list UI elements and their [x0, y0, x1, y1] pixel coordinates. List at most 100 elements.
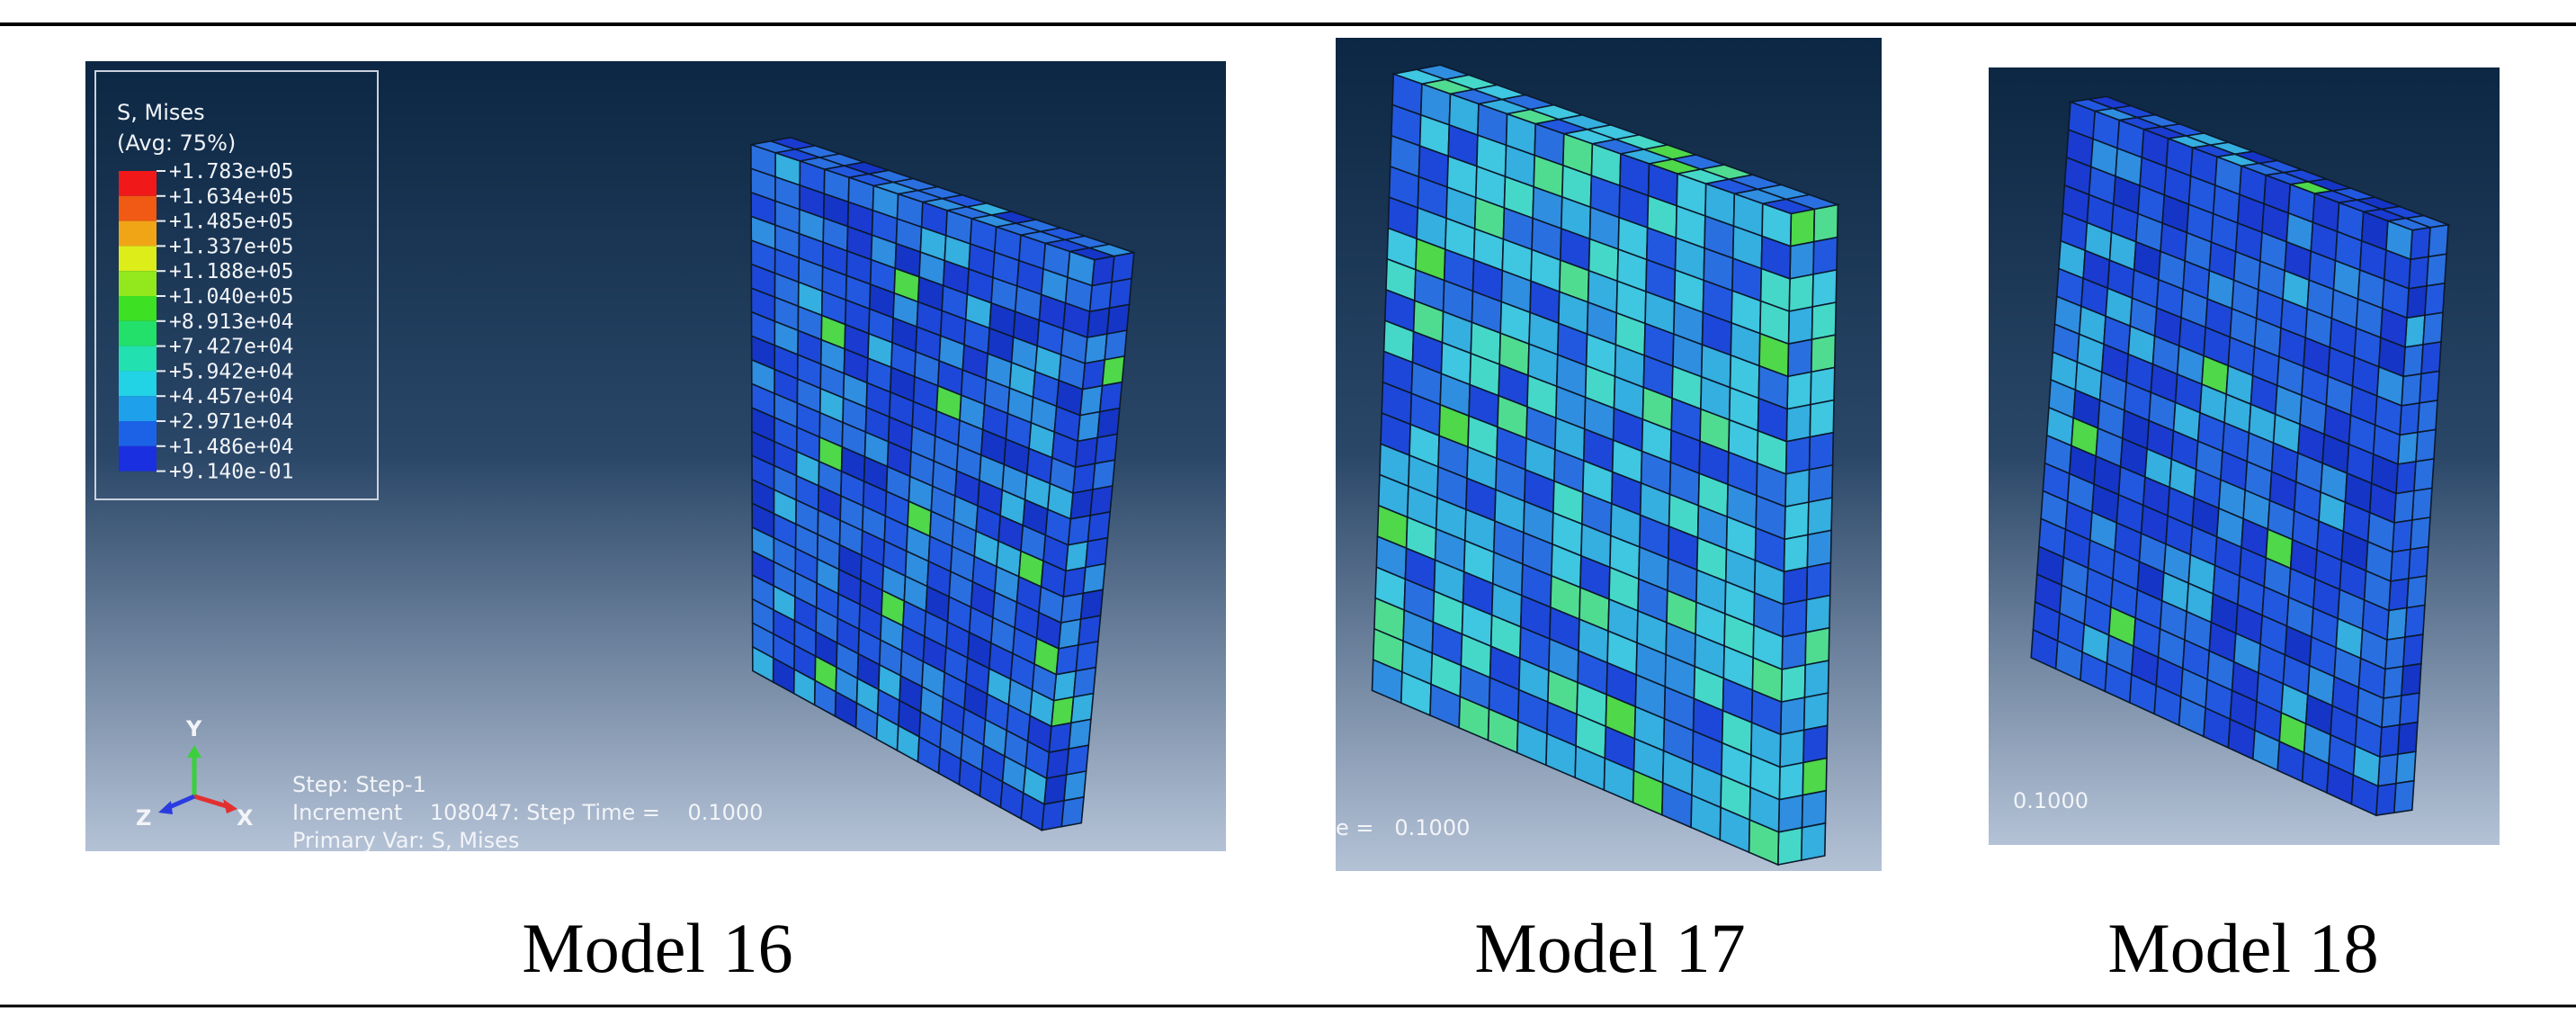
info-line: Increment 108047: Step Time = 0.1000 [292, 800, 763, 825]
caption: Model 17 [1474, 909, 1745, 987]
mesh-side-cell [1805, 594, 1831, 633]
mesh-side-cell [1055, 643, 1079, 676]
mesh-side-cell [2395, 750, 2417, 785]
mesh-side-cell [1092, 459, 1116, 490]
mesh-side-cell [1096, 407, 1121, 439]
mesh-side-cell [1088, 281, 1113, 313]
mesh [2030, 95, 2452, 817]
legend-entry: +5.942e+04 [169, 360, 293, 383]
triad-axis [193, 794, 228, 809]
mesh-side-cell [2401, 373, 2422, 407]
mesh-side-cell [2406, 284, 2428, 319]
legend-entry: +4.457e+04 [169, 385, 293, 409]
mesh-side-cell [1111, 251, 1135, 283]
mesh-side-cell [2381, 695, 2402, 729]
legend-entry: +8.913e+04 [169, 310, 293, 334]
mesh-side-cell [1800, 822, 1827, 861]
mesh-side-cell [2413, 457, 2435, 492]
mesh-side-cell [1804, 626, 1830, 666]
mesh-cell [1020, 792, 1045, 831]
mesh-side-cell [1806, 529, 1832, 569]
mesh-side-cell [2420, 340, 2442, 375]
mesh-side-cell [1781, 631, 1807, 670]
legend-swatch [119, 445, 157, 472]
mesh-side-cell [1802, 692, 1829, 732]
mesh-side-cell [1072, 463, 1096, 494]
legend-entry: +1.188e+05 [169, 260, 293, 283]
mesh-side-cell [1051, 696, 1075, 728]
mesh-side-cell [1801, 789, 1828, 829]
mesh-side-cell [2426, 253, 2447, 287]
triad-arrow [187, 745, 201, 758]
mesh-side-cell [2375, 782, 2397, 817]
legend-swatch [119, 421, 157, 446]
caption: Model 18 [2107, 909, 2378, 987]
legend-swatch [119, 195, 157, 221]
mesh-side-cell [1802, 757, 1828, 796]
mesh-side-cell [1043, 774, 1068, 805]
mesh-side-cell [1085, 536, 1109, 569]
mesh-side-cell [2404, 314, 2426, 348]
mesh-side-cell [1784, 468, 1811, 508]
mesh-side-cell [1091, 255, 1115, 287]
mesh-side-cell [1084, 333, 1108, 364]
mesh-side-cell [2419, 370, 2440, 404]
legend-swatch [119, 246, 157, 272]
mesh-side-cell [2424, 282, 2446, 317]
caption: Model 16 [522, 909, 792, 987]
mesh-side-cell [1048, 722, 1072, 754]
mesh-side-cell [1098, 381, 1123, 413]
mesh-side-cell [1811, 268, 1838, 308]
mesh-side-cell [1788, 273, 1814, 312]
mesh-side-cell [1078, 615, 1102, 646]
mesh-side-cell [1075, 640, 1099, 672]
mesh-side-cell [1779, 729, 1805, 768]
mesh-side-cell [1810, 334, 1837, 373]
legend-entry: +1.783e+05 [169, 160, 293, 184]
triad-arrow [158, 801, 173, 814]
mesh-side-cell [1780, 664, 1807, 704]
legend-swatch [119, 171, 157, 196]
mesh-side-cell [1078, 384, 1104, 417]
mesh-side-cell [1067, 514, 1092, 546]
mesh-side-cell [1045, 748, 1070, 779]
triad-arrow [223, 799, 237, 813]
mesh-side-cell [2402, 343, 2424, 378]
mesh-side-cell [1809, 399, 1835, 438]
legend-swatch [119, 396, 157, 421]
mesh-side-cell [2393, 490, 2415, 524]
mesh-side-cell [1811, 301, 1838, 341]
legend-swatch [119, 371, 157, 397]
mesh-side-cell [2415, 428, 2437, 463]
mesh-side-cell [1052, 669, 1078, 702]
mesh-side-cell [2384, 636, 2406, 670]
mesh-side-cell [2428, 223, 2449, 258]
mesh-side-cell [1063, 770, 1087, 802]
mesh-side-cell [1789, 208, 1816, 247]
mesh-side-cell [1778, 761, 1804, 801]
mesh-side-cell [1104, 329, 1128, 361]
legend-swatch [119, 346, 157, 372]
mesh-side-cell [1087, 510, 1112, 543]
mesh-side-cell [2397, 721, 2419, 756]
mesh-side-cell [2422, 311, 2444, 346]
mesh-cell [1748, 818, 1780, 867]
mesh-side-cell [1058, 618, 1082, 650]
mesh-cell [2350, 774, 2379, 817]
info-line: 0.1000 [2013, 788, 2089, 813]
legend: S, Mises (Avg: 75%) +1.783e+05+1.634e+05… [94, 70, 379, 500]
triad-label: X [237, 805, 254, 831]
mesh-side-cell [2404, 604, 2426, 639]
legend-entry: +1.485e+05 [169, 211, 293, 234]
mesh-side-cell [1812, 236, 1838, 275]
legend-swatch [119, 296, 157, 321]
mesh-side-cell [2390, 548, 2411, 582]
mesh-side-cell [1081, 358, 1106, 391]
mesh-side-cell [1060, 592, 1085, 624]
mesh-side-cell [1810, 366, 1836, 406]
mesh-side-cell [1784, 501, 1810, 541]
mesh-side-cell [1784, 436, 1811, 475]
legend-swatch [119, 220, 157, 247]
mesh-side-cell [2377, 753, 2399, 787]
